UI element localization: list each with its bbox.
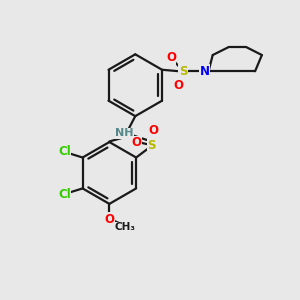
Text: O: O bbox=[132, 136, 142, 149]
Text: O: O bbox=[104, 213, 114, 226]
Text: Cl: Cl bbox=[58, 145, 71, 158]
Text: CH₃: CH₃ bbox=[114, 222, 135, 233]
Text: NH: NH bbox=[115, 128, 133, 138]
Text: N: N bbox=[200, 65, 209, 78]
Text: S: S bbox=[179, 65, 188, 78]
Text: Cl: Cl bbox=[58, 188, 71, 201]
Text: O: O bbox=[148, 124, 158, 137]
Text: S: S bbox=[147, 139, 156, 152]
Text: O: O bbox=[166, 52, 176, 64]
Text: O: O bbox=[174, 79, 184, 92]
